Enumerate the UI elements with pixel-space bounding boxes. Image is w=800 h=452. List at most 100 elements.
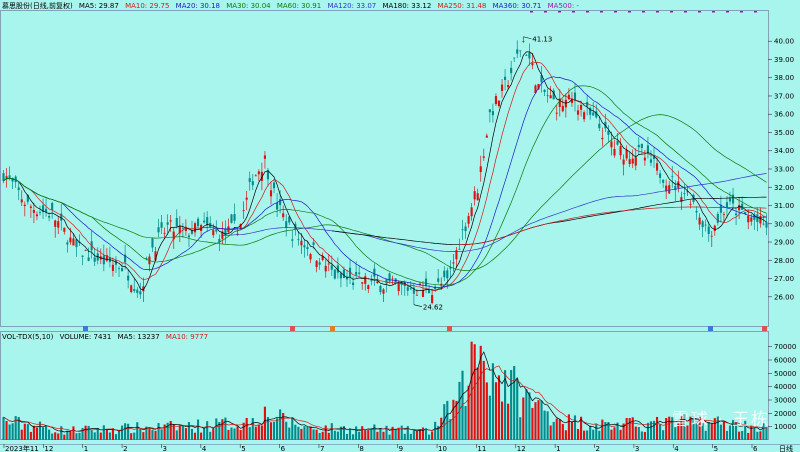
price-tick-label: 36.00 [774,111,794,119]
candle-body [303,245,306,248]
volume-bar [145,426,148,440]
volume-bar [151,429,154,440]
volume-bar [72,426,75,440]
candle-body [534,85,537,94]
candle-body [437,278,440,282]
volume-bars [2,341,768,440]
volume-bar [595,423,598,440]
candle-body [72,238,75,246]
candle-body [11,177,14,182]
volume-bar [17,416,20,440]
candle-body [212,230,215,236]
time-tick-label: 3 [162,445,166,452]
candle-body [470,207,473,217]
candle-body [616,140,619,145]
candle-body [20,199,23,203]
volume-bar [579,416,583,440]
high-marker [523,36,532,40]
volume-bar [598,430,601,440]
volume-bar [747,432,750,440]
volume-bar [218,421,221,440]
ma500-dash [530,11,533,13]
candle-body [288,216,291,223]
volume-bar [546,411,549,440]
candle-body [45,208,48,213]
volume-bar [35,427,39,440]
time-tick-label: 4 [202,445,207,452]
volume-bar [683,414,686,440]
volume-bar [169,420,172,440]
candle-body [23,204,26,207]
volume-bar [84,425,87,440]
time-tick-label: 6 [753,445,758,452]
legend-ma120: MA120: 33.07 [327,2,377,10]
ma60-line [3,114,767,271]
candle-body [157,227,160,233]
high-annotation: 41.13 [532,36,552,44]
volume-bar [543,410,546,440]
candle-body [431,295,434,304]
volume-bar [358,431,361,440]
volume-bar [90,430,93,440]
candle-body [32,210,35,213]
volume-bar [23,423,26,440]
volume-bar [713,418,716,440]
legend-ma250: MA250: 31.48 [437,2,487,10]
price-tick-label: 34.00 [774,147,794,155]
candle-body [105,255,108,261]
volume-bar [613,427,616,440]
volume-bar [121,425,124,440]
legend-ma60: MA60: 30.91 [276,2,322,10]
volume-bar [494,382,498,440]
volume-bar [300,428,303,440]
ma250-line [459,206,767,246]
candle-body [117,268,121,270]
candle-body [391,278,394,280]
candle-body [479,166,482,173]
volume-bar [251,417,254,440]
candle-body [154,251,157,261]
volume-bar [421,427,425,440]
event-marker [83,326,88,331]
volume-bar [248,427,251,440]
candle-body [269,190,273,197]
event-marker [708,326,713,331]
time-tick-label: 10 [438,445,447,452]
volume-bar [99,432,102,440]
volume-bar [488,395,491,440]
candle-body [497,100,501,107]
candle-body [111,264,115,271]
volume-tick-label: 40000 [774,383,796,391]
candle-body [81,255,84,257]
volume-bar [172,424,175,440]
price-tick-label: 26.00 [774,293,794,301]
candle-body [242,210,245,212]
candle-body [352,282,355,285]
volume-bar [607,422,610,440]
candle-body [540,75,543,83]
candle-body [38,212,42,214]
volume-bar [507,403,510,440]
volume-bar [373,424,376,440]
volume-bar [652,420,656,440]
candle-body [659,173,662,178]
price-tick-label: 39.00 [774,56,794,64]
ma180-line [331,196,767,246]
time-tick-label: 8 [359,445,363,452]
candle-body [102,255,105,265]
candle-body [339,273,342,279]
price-panel-border [0,10,769,327]
vol-ma10-line [3,365,767,432]
ma500-dash [698,11,701,13]
volume-bar [184,428,187,440]
volume-bar [272,421,276,440]
candle-body [719,204,722,213]
volume-bar [200,432,203,440]
volume-bar [266,417,270,440]
volume-bar [75,433,78,440]
volume-tick-label: 70000 [774,343,796,351]
volume-bar [707,422,710,440]
candle-body [276,202,279,210]
volume-bar [756,431,759,440]
